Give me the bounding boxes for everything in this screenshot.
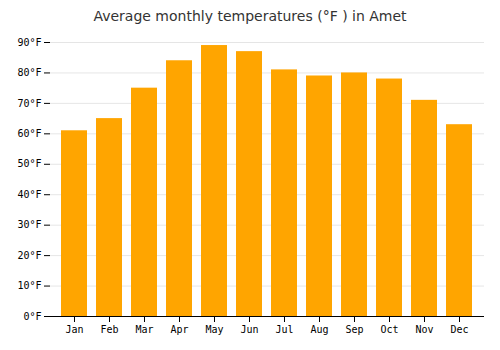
svg-text:0°F: 0°F [23,311,41,322]
svg-text:Dec: Dec [450,324,468,335]
svg-text:40°F: 40°F [17,189,41,200]
svg-text:60°F: 60°F [17,128,41,139]
svg-text:Aug: Aug [310,324,328,335]
svg-text:80°F: 80°F [17,67,41,78]
svg-text:Feb: Feb [100,324,118,335]
svg-text:Sep: Sep [345,324,363,335]
svg-text:Oct: Oct [380,324,398,335]
svg-text:10°F: 10°F [17,280,41,291]
svg-text:Jul: Jul [275,324,293,335]
svg-text:Jun: Jun [240,324,258,335]
svg-text:50°F: 50°F [17,158,41,169]
svg-text:Mar: Mar [135,324,153,335]
svg-text:Apr: Apr [170,324,188,335]
svg-text:Jan: Jan [65,324,83,335]
svg-text:90°F: 90°F [17,37,41,48]
svg-text:70°F: 70°F [17,98,41,109]
svg-text:May: May [205,324,223,335]
html-text:Average monthly temperatures (: Average monthly temperatures (°F ) in Am… [93,8,407,24]
svg-text:30°F: 30°F [17,219,41,230]
svg-text:Nov: Nov [415,324,433,335]
svg-text:20°F: 20°F [17,250,41,261]
